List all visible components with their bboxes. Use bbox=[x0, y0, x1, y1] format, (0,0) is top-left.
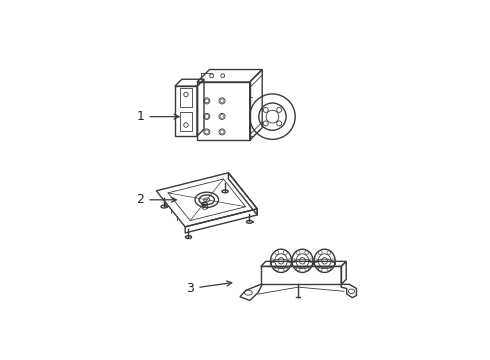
Text: 2: 2 bbox=[137, 193, 176, 206]
Text: 3: 3 bbox=[186, 281, 232, 295]
Text: 1: 1 bbox=[137, 110, 179, 123]
